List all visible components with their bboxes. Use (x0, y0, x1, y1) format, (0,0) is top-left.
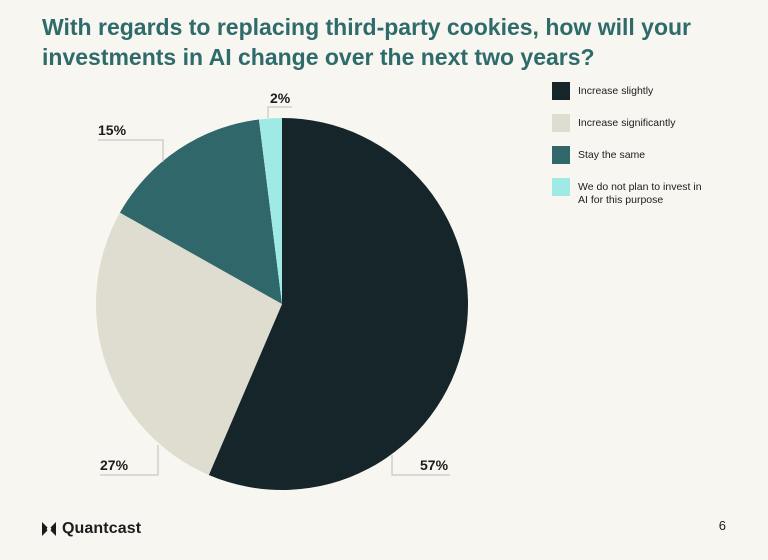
pie-slice-increase-significantly (96, 212, 282, 475)
slice-label-15: 15% (98, 122, 127, 138)
slice-label-2: 2% (270, 90, 291, 106)
legend-item: Stay the same (552, 146, 752, 164)
leader-line-57 (391, 455, 450, 476)
leader-line-15 (98, 139, 164, 162)
slice-label-57: 57% (420, 457, 449, 473)
leader-line-27 (100, 445, 159, 476)
legend-label: Increase significantly (578, 117, 676, 129)
quantcast-logo-icon (42, 522, 56, 536)
slice-label-27: 27% (100, 457, 129, 473)
legend-swatch-increase-slightly (552, 82, 570, 100)
legend-label: We do not plan to invest in AI for this … (578, 181, 702, 206)
page-number: 6 (718, 518, 726, 533)
pie-slice-stay-the-same (119, 119, 282, 304)
leader-line-2 (267, 106, 292, 118)
quantcast-logo: Quantcast (40, 520, 141, 538)
legend-swatch-no-plan (552, 178, 570, 196)
pie-slice-increase-slightly (208, 118, 468, 490)
legend-swatch-stay-the-same (552, 146, 570, 164)
brand-name: Quantcast (62, 520, 142, 537)
legend: Increase slightly Increase significantly… (552, 82, 752, 221)
legend-swatch-increase-significantly (552, 114, 570, 132)
legend-item: Increase significantly (552, 114, 752, 132)
legend-label: Stay the same (578, 149, 646, 161)
legend-label: Increase slightly (578, 85, 654, 97)
legend-item: We do not plan to invest in AI for this … (552, 178, 752, 207)
chart-title: With regards to replacing third-party co… (42, 14, 691, 70)
pie-slice-no-plan (258, 118, 282, 304)
legend-item: Increase slightly (552, 82, 752, 100)
